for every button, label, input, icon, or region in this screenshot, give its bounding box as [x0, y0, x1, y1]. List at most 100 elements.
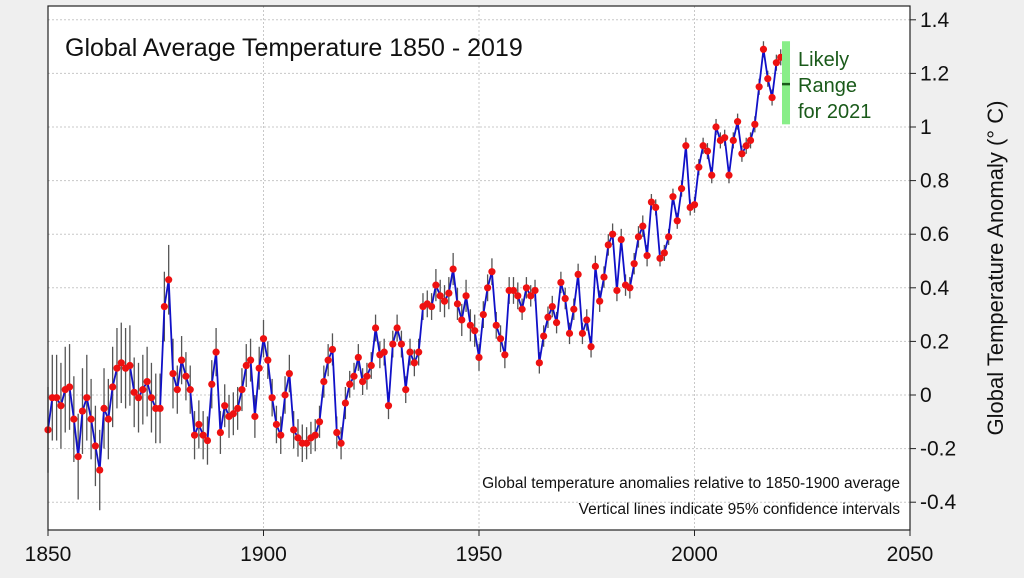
data-point — [311, 431, 319, 439]
data-point — [712, 123, 720, 131]
data-point — [238, 386, 246, 394]
y-tick-label: 1.2 — [920, 62, 949, 85]
x-tick-label: 1900 — [240, 543, 287, 566]
data-point — [134, 394, 143, 402]
data-point — [544, 313, 552, 321]
data-point — [126, 361, 134, 370]
data-point — [234, 404, 242, 412]
data-point — [208, 380, 216, 388]
data-point — [367, 361, 375, 370]
data-point — [190, 431, 199, 439]
data-point — [251, 412, 259, 421]
data-point — [565, 329, 574, 337]
data-point — [479, 311, 487, 319]
data-point — [285, 369, 293, 378]
data-point — [259, 335, 268, 343]
data-point — [324, 356, 332, 364]
data-point — [268, 394, 276, 402]
data-point — [721, 134, 729, 142]
data-point — [501, 351, 509, 359]
data-point — [488, 268, 496, 276]
data-point — [695, 163, 703, 171]
data-point — [380, 348, 388, 356]
data-point — [341, 399, 349, 407]
x-tick-label: 2050 — [887, 543, 934, 566]
data-point — [350, 372, 358, 380]
data-point — [660, 249, 668, 257]
data-point — [665, 233, 673, 241]
data-point — [630, 260, 638, 268]
data-point — [415, 348, 423, 356]
data-point — [738, 150, 746, 158]
y-tick-label: -0.2 — [920, 438, 956, 461]
data-point — [471, 327, 479, 335]
data-point — [496, 335, 505, 343]
data-point — [53, 394, 61, 402]
data-point — [139, 386, 147, 394]
data-point — [574, 270, 582, 278]
data-point — [70, 415, 78, 423]
data-point — [626, 284, 634, 292]
data-point — [587, 343, 595, 351]
data-point — [708, 171, 716, 179]
data-point — [746, 136, 755, 144]
data-point — [449, 265, 457, 273]
data-point — [203, 436, 212, 445]
data-point — [195, 420, 203, 429]
data-point — [315, 418, 324, 426]
data-point — [531, 286, 539, 295]
data-point — [406, 348, 414, 356]
data-point — [303, 439, 311, 447]
data-point — [359, 378, 367, 386]
likely-range-label: Range — [798, 75, 857, 97]
data-point — [432, 281, 440, 289]
y-tick-label: 1.4 — [920, 9, 950, 32]
data-point — [104, 415, 112, 423]
data-point — [725, 171, 733, 179]
data-point — [281, 391, 289, 399]
data-point — [759, 45, 768, 53]
data-point — [384, 402, 393, 410]
data-point — [130, 388, 138, 396]
x-tick-label: 2000 — [671, 543, 718, 566]
data-point — [690, 201, 699, 209]
data-point — [182, 372, 190, 380]
data-point — [527, 292, 535, 300]
data-point — [466, 321, 474, 329]
data-point — [669, 193, 677, 201]
data-point — [458, 316, 466, 324]
data-point — [246, 356, 255, 364]
data-point — [277, 431, 285, 439]
y-tick-label: 0.2 — [920, 330, 949, 353]
data-point — [402, 386, 410, 394]
data-point — [96, 466, 104, 474]
data-point — [617, 235, 625, 244]
data-point — [65, 383, 74, 391]
data-point — [634, 233, 643, 241]
data-point — [199, 431, 207, 439]
data-point — [264, 356, 272, 364]
note-line-2: Vertical lines indicate 95% confidence i… — [579, 501, 901, 518]
data-point — [216, 428, 224, 437]
data-point — [734, 118, 742, 126]
data-point — [552, 319, 561, 327]
data-point — [410, 359, 418, 367]
data-point — [346, 380, 354, 388]
data-point — [320, 378, 328, 386]
data-point — [703, 147, 712, 155]
y-tick-label: -0.4 — [920, 491, 957, 514]
data-point — [540, 332, 548, 340]
data-point — [117, 359, 125, 367]
note-line-1: Global temperature anomalies relative to… — [482, 475, 900, 492]
data-point — [613, 286, 621, 295]
y-tick-label: 0.8 — [920, 170, 949, 193]
data-point — [656, 254, 664, 262]
data-point — [484, 284, 492, 292]
data-point — [87, 415, 95, 423]
data-point — [609, 230, 617, 238]
y-tick-label: 0 — [920, 384, 932, 407]
x-tick-label: 1950 — [456, 543, 503, 566]
data-point — [354, 353, 362, 362]
data-point — [647, 198, 656, 206]
data-point — [583, 316, 591, 324]
